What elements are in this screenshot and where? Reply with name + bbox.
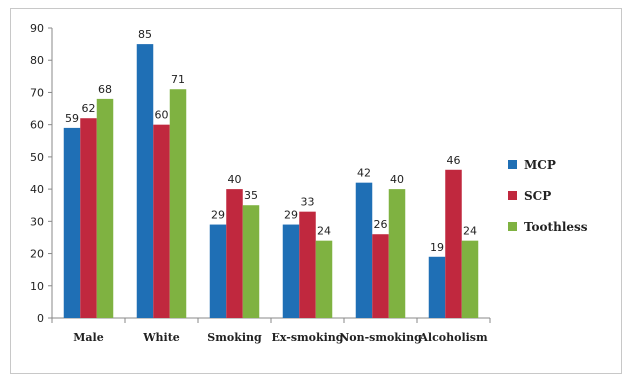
bar-scp <box>153 124 170 319</box>
bar-toothless <box>242 205 260 318</box>
y-tick-label: 40 <box>30 183 44 196</box>
chart-bars <box>63 44 479 319</box>
data-label: 40 <box>228 173 242 186</box>
data-label: 19 <box>430 241 444 254</box>
data-label: 24 <box>463 225 477 238</box>
x-category-label: Alcoholism <box>418 331 488 344</box>
data-label: 42 <box>357 167 371 180</box>
legend-label: MCP <box>524 158 556 172</box>
bar-mcp <box>63 127 81 318</box>
data-label: 62 <box>82 102 96 115</box>
x-category-label: Ex-smoking <box>272 331 344 344</box>
bar-mcp <box>136 44 154 318</box>
y-tick-label: 20 <box>30 248 44 261</box>
data-label: 59 <box>65 112 79 125</box>
bar-scp <box>299 211 316 318</box>
bar-toothless <box>315 240 333 318</box>
legend-swatch-mcp <box>508 160 517 169</box>
data-label: 29 <box>211 209 225 222</box>
y-tick-label: 30 <box>30 215 44 228</box>
y-tick-label: 60 <box>30 119 44 132</box>
y-tick-label: 90 <box>30 22 44 35</box>
y-tick-label: 50 <box>30 151 44 164</box>
bar-scp <box>80 118 97 318</box>
bar-scp <box>226 189 243 318</box>
data-label: 46 <box>447 154 461 167</box>
bar-mcp <box>282 224 300 318</box>
data-label: 40 <box>390 173 404 186</box>
data-label: 85 <box>138 28 152 41</box>
legend-swatch-scp <box>508 191 517 200</box>
y-tick-label: 80 <box>30 54 44 67</box>
bar-toothless <box>461 240 479 318</box>
x-category-label: Smoking <box>207 331 262 344</box>
data-label: 29 <box>284 209 298 222</box>
data-label: 24 <box>317 225 331 238</box>
y-tick-label: 70 <box>30 86 44 99</box>
data-label: 33 <box>301 196 315 209</box>
data-label: 26 <box>374 218 388 231</box>
bar-mcp <box>209 224 227 318</box>
legend-label: Toothless <box>524 220 588 234</box>
x-category-label: White <box>142 331 180 344</box>
legend-swatch-toothless <box>508 222 517 231</box>
chart-legend: MCP SCP Toothless <box>508 158 588 234</box>
bar-toothless <box>388 189 406 318</box>
bar-mcp <box>428 256 446 318</box>
bar-toothless <box>96 98 114 318</box>
bar-scp <box>372 234 389 318</box>
legend-label: SCP <box>524 189 551 203</box>
bar-mcp <box>355 182 373 318</box>
data-label: 35 <box>244 189 258 202</box>
bar-toothless <box>169 89 187 318</box>
x-category-label: Male <box>73 331 103 344</box>
data-label: 60 <box>155 109 169 122</box>
data-label: 71 <box>171 73 185 86</box>
chart-axes: 0 10 20 30 40 50 60 70 80 90 Male White Smoking Ex-sm… <box>30 22 491 344</box>
x-category-label: Non-smoking <box>339 331 422 344</box>
bar-scp <box>445 169 462 318</box>
y-tick-label: 0 <box>37 312 44 325</box>
y-tick-label: 10 <box>30 280 44 293</box>
data-label: 68 <box>98 83 112 96</box>
